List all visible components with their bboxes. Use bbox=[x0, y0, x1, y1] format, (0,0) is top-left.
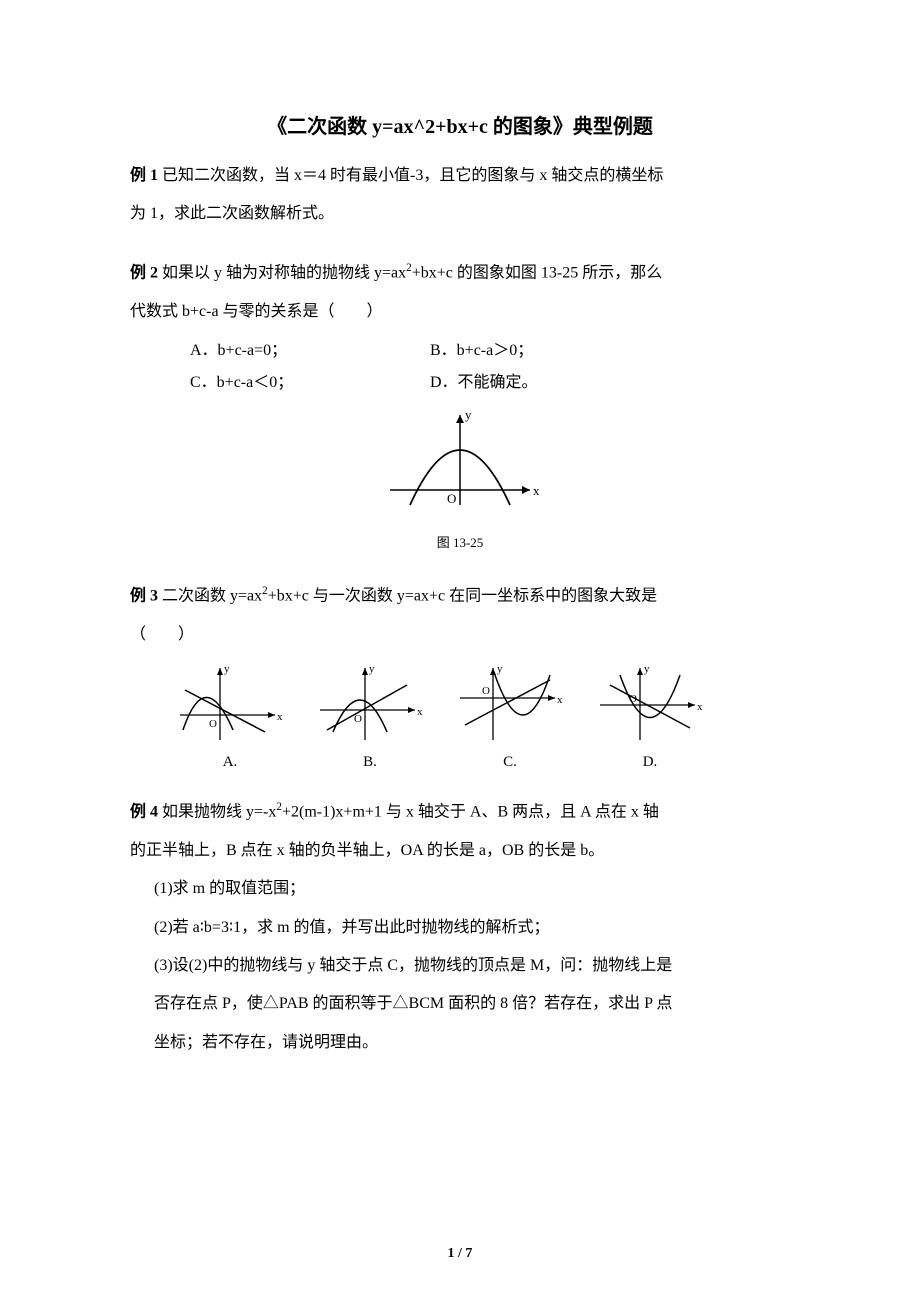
svg-text:x: x bbox=[533, 483, 540, 498]
example-4-q3c: 坐标；若不存在，请说明理由。 bbox=[130, 1028, 790, 1058]
example-1-label: 例 1 bbox=[130, 167, 158, 184]
svg-text:y: y bbox=[369, 663, 375, 675]
example-4-text-b: +2(m-1)x+m+1 与 x 轴交于 A、B 两点，且 A 点在 x 轴 bbox=[282, 803, 659, 820]
svg-text:x: x bbox=[697, 701, 703, 713]
example-2-line2: 代数式 b+c-a 与零的关系是（ ） bbox=[130, 297, 790, 327]
example-4-q2: (2)若 a∶b=3∶1，求 m 的值，并写出此时抛物线的解析式； bbox=[130, 913, 790, 943]
option-a-figure: x y O bbox=[175, 660, 285, 745]
example-4-line1: 例 4 如果抛物线 y=-x2+2(m-1)x+m+1 与 x 轴交于 A、B … bbox=[130, 797, 790, 828]
svg-text:x: x bbox=[557, 694, 563, 706]
option-d-figure: x y O bbox=[595, 660, 705, 745]
example-1-line1: 例 1 已知二次函数，当 x＝4 时有最小值-3，且它的图象与 x 轴交点的横坐… bbox=[130, 161, 790, 191]
example-1-text-a: 已知二次函数，当 x＝4 时有最小值-3，且它的图象与 x 轴交点的横坐标 bbox=[162, 167, 663, 184]
example-2-line1: 例 2 如果以 y 轴为对称轴的抛物线 y=ax2+bx+c 的图象如图 13-… bbox=[130, 258, 790, 289]
figure-13-25-caption: 图 13-25 bbox=[130, 532, 790, 551]
example-3-line2: （ ） bbox=[130, 620, 790, 650]
choice-a: A．b+c-a=0； bbox=[190, 335, 430, 367]
example-3-line1: 例 3 二次函数 y=ax2+bx+c 与一次函数 y=ax+c 在同一坐标系中… bbox=[130, 581, 790, 612]
example-3-figures: x y O A. x y O bbox=[160, 660, 720, 771]
example-4-text-a: 如果抛物线 y=-x bbox=[162, 803, 276, 820]
example-2-label: 例 2 bbox=[130, 264, 158, 281]
example-4-label: 例 4 bbox=[130, 803, 158, 820]
option-a-label: A. bbox=[175, 754, 285, 771]
example-3-text-b: +bx+c 与一次函数 y=ax+c 在同一坐标系中的图象大致是 bbox=[268, 587, 657, 604]
svg-text:y: y bbox=[497, 663, 503, 675]
svg-text:x: x bbox=[417, 706, 423, 718]
svg-text:O: O bbox=[482, 685, 490, 697]
example-2-choices: A．b+c-a=0； B．b+c-a＞0； C．b+c-a＜0； D．不能确定。 bbox=[130, 335, 790, 399]
example-4-line2: 的正半轴上，B 点在 x 轴的负半轴上，OA 的长是 a，OB 的长是 b。 bbox=[130, 836, 790, 866]
svg-text:y: y bbox=[644, 663, 650, 675]
example-1-line2: 为 1，求此二次函数解析式。 bbox=[130, 199, 790, 229]
example-4-q3b: 否存在点 P，使△PAB 的面积等于△BCM 面积的 8 倍？若存在，求出 P … bbox=[130, 989, 790, 1019]
example-2-text-a: 如果以 y 轴为对称轴的抛物线 y=ax bbox=[162, 264, 406, 281]
option-c-figure: x y O bbox=[455, 660, 565, 745]
example-4-q3a: (3)设(2)中的抛物线与 y 轴交于点 C，抛物线的顶点是 M，问：抛物线上是 bbox=[130, 951, 790, 981]
svg-text:O: O bbox=[447, 491, 456, 506]
option-b-label: B. bbox=[315, 754, 425, 771]
figure-13-25: x y O 图 13-25 bbox=[130, 405, 790, 551]
choice-b: B．b+c-a＞0； bbox=[430, 335, 670, 367]
page-footer: 1 / 7 bbox=[0, 1246, 920, 1262]
svg-text:x: x bbox=[277, 711, 283, 723]
choice-d: D．不能确定。 bbox=[430, 367, 670, 399]
option-b-figure: x y O bbox=[315, 660, 425, 745]
svg-text:O: O bbox=[209, 718, 217, 730]
example-4-q1: (1)求 m 的取值范围； bbox=[130, 874, 790, 904]
choice-c: C．b+c-a＜0； bbox=[190, 367, 430, 399]
example-3-label: 例 3 bbox=[130, 587, 158, 604]
example-2-text-b: +bx+c 的图象如图 13-25 所示，那么 bbox=[412, 264, 662, 281]
svg-text:y: y bbox=[224, 663, 230, 675]
option-c-label: C. bbox=[455, 754, 565, 771]
example-3-text-a: 二次函数 y=ax bbox=[162, 587, 262, 604]
page-title: 《二次函数 y=ax^2+bx+c 的图象》典型例题 bbox=[130, 110, 790, 139]
option-d-label: D. bbox=[595, 754, 705, 771]
parabola-diagram: x y O bbox=[375, 405, 545, 525]
svg-text:y: y bbox=[465, 407, 472, 422]
